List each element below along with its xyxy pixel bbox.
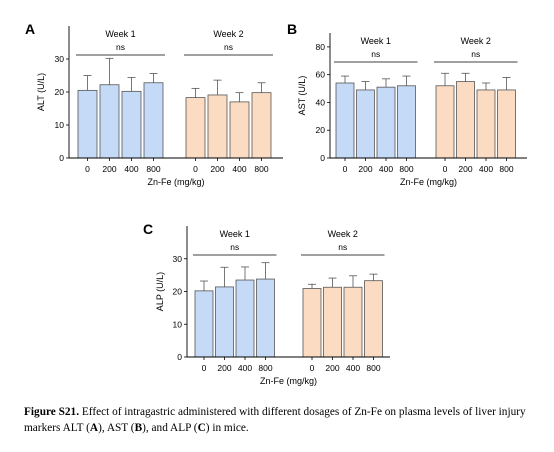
p1-x-tick-label-g1-2: 400	[479, 164, 493, 174]
p2-group-annotation-1: ns	[338, 242, 347, 252]
p2-x-tick-label-g0-1: 200	[217, 363, 231, 373]
p2-bar-g0-3	[256, 278, 275, 358]
p2-bar-g1-1	[323, 286, 342, 358]
p1-group-annotation-1: ns	[471, 49, 480, 59]
p1-bar-g1-1	[456, 81, 475, 159]
p1-x-tick-label-g1-0: 0	[443, 164, 448, 174]
p0-x-tick-label-g0-0: 0	[85, 164, 90, 174]
caption-sep1: ), AST (	[98, 422, 135, 434]
p2-bar-g0-0	[194, 290, 214, 358]
p1-y-tick-label-1: 20	[316, 125, 326, 135]
p2-y-tick-label-0: 0	[177, 352, 182, 362]
p1-group-annotation-0: ns	[371, 49, 380, 59]
p1-x-tick-label-g1-3: 800	[499, 164, 513, 174]
p1-bar-g1-2	[476, 89, 496, 159]
p2-group-annotation-0: ns	[230, 242, 239, 252]
p1-x-tick-label-g0-2: 400	[379, 164, 393, 174]
caption-sep2: ), and ALP (	[142, 422, 198, 434]
p1-bar-g1-3	[497, 89, 516, 159]
p1-panel-label: B	[287, 21, 297, 37]
caption-end: ) in mice.	[205, 422, 249, 434]
p2-y-tick-label-1: 10	[173, 319, 183, 329]
p0-bar-g0-2	[121, 90, 142, 159]
p0-bar-g1-0	[185, 97, 206, 159]
p1-y-tick-label-3: 60	[316, 70, 326, 80]
p0-y-tick-label-0: 0	[59, 153, 64, 163]
p1-y-tick-label-0: 0	[320, 153, 325, 163]
p1-x-axis-label: Zn-Fe (mg/kg)	[400, 177, 457, 187]
p0-y-tick-label-2: 20	[55, 87, 65, 97]
p2-group-label-1: Week 2	[328, 229, 358, 239]
p0-y-axis-label: ALT (U/L)	[36, 73, 46, 111]
caption-label: Figure S21.	[24, 406, 80, 418]
p0-x-tick-label-g0-2: 400	[124, 164, 138, 174]
caption-ref-b: B	[134, 422, 143, 434]
p1-bar-g0-2	[376, 86, 396, 159]
p2-x-tick-label-g1-2: 400	[346, 363, 360, 373]
p2-x-tick-label-g1-3: 800	[366, 363, 380, 373]
caption-ref-a: A	[89, 422, 99, 434]
p0-x-tick-label-g1-0: 0	[193, 164, 198, 174]
p0-x-axis-label: Zn-Fe (mg/kg)	[147, 177, 204, 187]
p2-x-tick-label-g0-2: 400	[238, 363, 252, 373]
p2-group-label-0: Week 1	[220, 229, 250, 239]
p0-group-annotation-1: ns	[224, 42, 233, 52]
p0-x-tick-label-g1-1: 200	[210, 164, 224, 174]
p2-bar-g1-3	[364, 280, 383, 358]
p0-bar-g0-3	[143, 82, 164, 159]
p1-x-tick-label-g0-1: 200	[358, 164, 372, 174]
caption-text: Effect of intragastric administered with…	[24, 406, 526, 434]
p2-x-tick-label-g0-3: 800	[258, 363, 272, 373]
p0-y-tick-label-3: 30	[55, 54, 65, 64]
p1-bar-g0-0	[335, 82, 355, 159]
p2-x-tick-label-g1-1: 200	[325, 363, 339, 373]
p1-bar-g0-3	[397, 85, 416, 159]
p0-bar-g1-1	[207, 94, 228, 159]
p0-panel-label: A	[25, 21, 35, 37]
p0-y-tick-label-1: 10	[55, 120, 65, 130]
p2-x-tick-label-g0-0: 0	[202, 363, 207, 373]
p2-y-axis-label: ALP (U/L)	[155, 272, 165, 311]
p0-bar-g0-0	[77, 89, 98, 159]
p2-bar-g1-2	[343, 286, 363, 358]
p0-x-tick-label-g1-3: 800	[254, 164, 268, 174]
p0-x-tick-label-g0-1: 200	[102, 164, 116, 174]
p1-x-tick-label-g0-0: 0	[343, 164, 348, 174]
p0-bar-g1-3	[251, 92, 272, 159]
p1-y-tick-label-2: 40	[316, 97, 326, 107]
p2-panel-label: C	[143, 221, 153, 237]
caption-ref-c: C	[197, 422, 206, 434]
figure-caption: Figure S21. Effect of intragastric admin…	[24, 404, 539, 436]
p2-bar-g1-0	[302, 288, 322, 358]
p1-y-axis-label: AST (U/L)	[297, 76, 307, 116]
p2-x-axis-label: Zn-Fe (mg/kg)	[260, 376, 317, 386]
p0-bar-g0-1	[99, 84, 120, 159]
p2-y-tick-label-2: 20	[173, 287, 183, 297]
p1-group-label-0: Week 1	[361, 36, 391, 46]
p2-x-tick-label-g1-0: 0	[310, 363, 315, 373]
p0-x-tick-label-g0-3: 800	[146, 164, 160, 174]
p2-y-tick-label-3: 30	[173, 254, 183, 264]
p2-bar-g0-2	[235, 279, 255, 358]
p1-group-label-1: Week 2	[461, 36, 491, 46]
p1-x-tick-label-g1-1: 200	[458, 164, 472, 174]
p1-x-tick-label-g0-3: 800	[399, 164, 413, 174]
p0-bar-g1-2	[229, 101, 250, 159]
p1-bar-g1-0	[435, 85, 455, 159]
p1-bar-g0-1	[356, 89, 375, 159]
p0-group-annotation-0: ns	[116, 42, 125, 52]
p2-bar-g0-1	[215, 286, 234, 358]
p0-x-tick-label-g1-2: 400	[232, 164, 246, 174]
p1-y-tick-label-4: 80	[316, 42, 326, 52]
p0-group-label-0: Week 1	[105, 29, 135, 39]
p0-group-label-1: Week 2	[213, 29, 243, 39]
